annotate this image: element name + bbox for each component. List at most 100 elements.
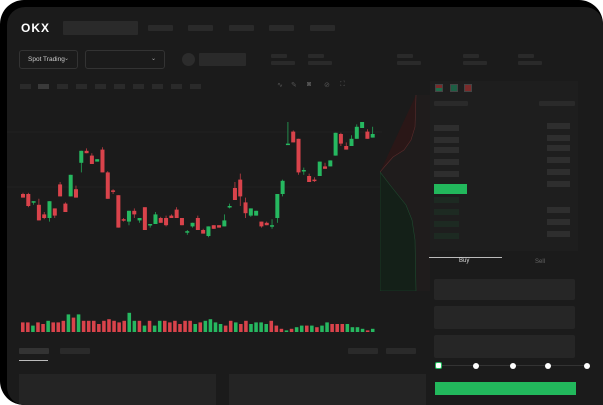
line-tool-icon[interactable]: ∿ [277, 82, 283, 89]
price-input[interactable] [434, 279, 575, 300]
candle[interactable] [349, 138, 354, 146]
candle[interactable] [116, 195, 121, 228]
timeframe-button[interactable] [114, 84, 125, 89]
orderbook-price[interactable] [434, 171, 459, 177]
slider-step-50[interactable] [510, 363, 516, 369]
amount-input[interactable] [434, 306, 575, 329]
candle[interactable] [270, 225, 275, 227]
nav-item[interactable] [229, 25, 254, 31]
candle[interactable] [73, 189, 78, 198]
timeframe-button[interactable] [95, 84, 106, 89]
candle[interactable] [148, 224, 153, 226]
pair-dropdown[interactable]: ⌄ [85, 50, 165, 69]
timeframe-button[interactable] [20, 84, 31, 89]
candle[interactable] [285, 143, 290, 146]
slider-step-25[interactable] [473, 363, 479, 369]
tab-sell[interactable]: Sell [535, 259, 546, 265]
candle[interactable] [52, 208, 57, 216]
candle[interactable] [211, 225, 216, 229]
candle[interactable] [222, 220, 227, 227]
candle[interactable] [89, 155, 94, 164]
candle[interactable] [259, 221, 264, 227]
candle[interactable] [254, 210, 259, 216]
orderbook-both-icon[interactable] [435, 84, 443, 92]
nav-item[interactable] [148, 25, 173, 31]
orderbook-price[interactable] [434, 197, 459, 203]
candle[interactable] [301, 170, 306, 172]
nav-item[interactable] [310, 25, 335, 31]
search-input[interactable] [63, 21, 138, 35]
candle[interactable] [307, 176, 312, 182]
timeframe-button[interactable] [133, 84, 144, 89]
orderbook-price[interactable] [434, 233, 459, 239]
candle[interactable] [84, 150, 89, 154]
candle[interactable] [354, 126, 359, 139]
candle[interactable] [21, 194, 25, 198]
pencil-icon[interactable]: ✎ [291, 82, 297, 89]
candle[interactable] [190, 222, 195, 227]
candle[interactable] [264, 222, 269, 226]
candle[interactable] [291, 131, 296, 143]
tab-order-history[interactable] [60, 348, 90, 354]
candle[interactable] [47, 201, 52, 218]
candle[interactable] [333, 132, 338, 156]
candle[interactable] [201, 230, 206, 234]
candle[interactable] [275, 194, 280, 218]
candle[interactable] [58, 184, 63, 197]
candle[interactable] [63, 203, 68, 212]
candle[interactable] [95, 159, 100, 162]
candle[interactable] [243, 202, 248, 214]
candle[interactable] [232, 188, 237, 200]
orderbook-asks-icon[interactable] [464, 84, 472, 92]
candle[interactable] [174, 209, 179, 218]
candlestick-chart[interactable] [7, 95, 382, 335]
candle[interactable] [296, 138, 301, 173]
nav-item[interactable] [188, 25, 213, 31]
slider-step-75[interactable] [545, 363, 551, 369]
orderbook-price[interactable] [434, 221, 459, 227]
candle[interactable] [217, 225, 222, 228]
orderbook-price[interactable] [434, 125, 459, 131]
timeframe-button[interactable] [76, 84, 87, 89]
candle[interactable] [338, 134, 343, 144]
total-input[interactable] [434, 335, 575, 358]
settings-icon[interactable]: ⊘ [324, 82, 330, 89]
candle[interactable] [132, 210, 137, 215]
candle[interactable] [312, 179, 317, 182]
candle[interactable] [31, 201, 36, 203]
candle[interactable] [360, 122, 365, 128]
fullscreen-icon[interactable]: ⛶ [340, 81, 345, 88]
candle[interactable] [328, 160, 333, 167]
candle[interactable] [164, 218, 169, 226]
candle[interactable] [206, 226, 211, 236]
market-type-dropdown[interactable]: Spot Trading ⌄ [19, 50, 78, 69]
timeframe-button[interactable] [171, 84, 182, 89]
timeframe-button[interactable] [38, 84, 49, 89]
tab-open-orders[interactable] [19, 348, 49, 354]
candle[interactable] [370, 134, 375, 138]
candle[interactable] [317, 161, 322, 176]
candle[interactable] [238, 179, 243, 197]
candle[interactable] [68, 174, 73, 197]
candle[interactable] [158, 218, 163, 223]
slider-step-100[interactable] [584, 363, 590, 369]
nav-item[interactable] [269, 25, 294, 31]
candle[interactable] [111, 190, 116, 192]
timeframe-button[interactable] [152, 84, 163, 89]
candle[interactable] [26, 194, 31, 206]
orderbook-price[interactable] [434, 137, 459, 143]
tab-buy[interactable]: Buy [459, 258, 470, 264]
filter-button[interactable] [386, 348, 416, 354]
candle[interactable] [153, 214, 158, 224]
candle[interactable] [100, 149, 105, 173]
candle[interactable] [179, 218, 184, 226]
candle[interactable] [195, 218, 200, 230]
candle[interactable] [121, 219, 126, 221]
filter-button[interactable] [348, 348, 378, 354]
slider-handle[interactable] [435, 362, 442, 369]
candle[interactable] [280, 180, 285, 194]
camera-icon[interactable]: ◙ [307, 81, 312, 88]
candle[interactable] [126, 210, 131, 222]
candle[interactable] [227, 206, 232, 208]
candle[interactable] [323, 166, 328, 169]
